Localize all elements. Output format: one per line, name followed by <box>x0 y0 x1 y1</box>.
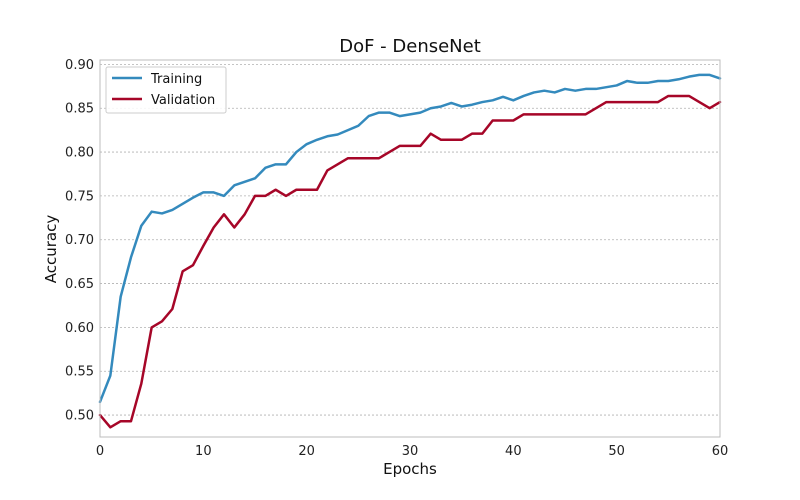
y-tick-label: 0.55 <box>65 365 94 380</box>
legend-label-validation: Validation <box>151 93 215 108</box>
y-axis-ticks: 0.50 0.55 0.60 0.65 0.70 0.75 0.80 0.85 0.90 <box>65 58 94 424</box>
legend: Training Validation <box>105 66 227 114</box>
legend-label-training: Training <box>150 72 202 87</box>
plot-area <box>100 60 720 437</box>
x-tick-label: 40 <box>505 444 522 459</box>
y-tick-label: 0.85 <box>65 102 94 117</box>
chart-title: DoF - DenseNet <box>339 36 481 57</box>
x-tick-label: 30 <box>402 444 419 459</box>
series-line-validation <box>98 94 722 429</box>
y-tick-label: 0.65 <box>65 277 94 292</box>
series-line-training <box>98 73 722 404</box>
y-tick-label: 0.75 <box>65 189 94 204</box>
grid-lines <box>100 63 720 416</box>
y-axis-label: Accuracy <box>42 215 60 284</box>
x-tick-label: 50 <box>608 444 625 459</box>
x-tick-label: 10 <box>195 444 212 459</box>
series-lines <box>98 73 722 429</box>
y-tick-label: 0.80 <box>65 146 94 161</box>
plot-frame <box>99 59 721 438</box>
x-axis-ticks: 0 10 20 30 40 50 60 <box>96 444 728 459</box>
x-axis-label: Epochs <box>383 460 437 478</box>
x-tick-label: 20 <box>298 444 315 459</box>
x-tick-label: 60 <box>712 444 729 459</box>
y-tick-label: 0.50 <box>65 409 94 424</box>
y-tick-label: 0.70 <box>65 233 94 248</box>
y-tick-label: 0.90 <box>65 58 94 73</box>
x-tick-label: 0 <box>96 444 104 459</box>
y-tick-label: 0.60 <box>65 321 94 336</box>
